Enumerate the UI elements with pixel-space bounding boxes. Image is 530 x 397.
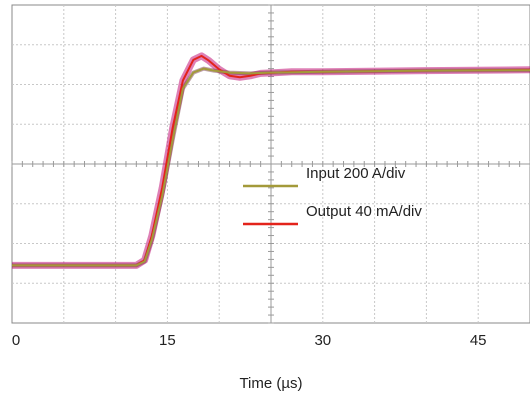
- grid: [11, 4, 530, 324]
- traces: [12, 52, 530, 269]
- x-tick-label: 45: [470, 332, 487, 349]
- x-axis-title: Time (µs): [239, 375, 302, 392]
- x-tick-label: 30: [314, 332, 331, 349]
- x-tick-labels: 0 15 30 45: [12, 332, 487, 349]
- x-tick-label: 15: [159, 332, 176, 349]
- legend-label-output: Output 40 mA/div: [306, 203, 422, 220]
- series-line-input: [12, 67, 530, 267]
- x-tick-label: 0: [12, 332, 20, 349]
- legend-label-input: Input 200 A/div: [306, 165, 406, 182]
